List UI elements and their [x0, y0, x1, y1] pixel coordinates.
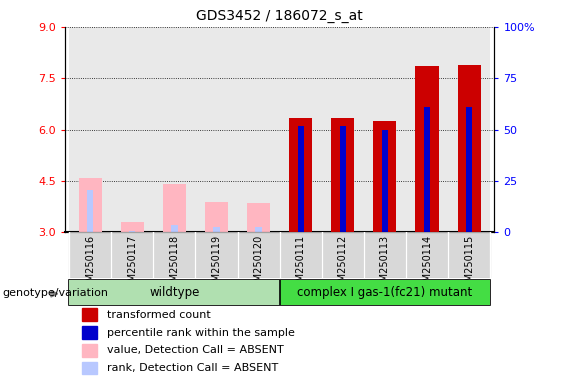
Text: GSM250117: GSM250117 — [127, 235, 137, 294]
Text: value, Detection Call = ABSENT: value, Detection Call = ABSENT — [107, 345, 284, 355]
Text: genotype/variation: genotype/variation — [3, 288, 109, 298]
Text: GSM250116: GSM250116 — [85, 235, 95, 294]
Bar — [448, 27, 490, 232]
Bar — [424, 108, 430, 232]
Bar — [195, 232, 237, 278]
Text: GSM250118: GSM250118 — [170, 235, 180, 294]
Text: GSM250112: GSM250112 — [338, 235, 348, 294]
Bar — [322, 232, 364, 278]
Text: GSM250119: GSM250119 — [211, 235, 221, 294]
Bar — [280, 280, 490, 305]
Bar — [214, 227, 220, 232]
Bar — [111, 232, 153, 278]
Bar — [111, 27, 153, 232]
Bar — [255, 227, 262, 232]
Bar — [171, 225, 177, 232]
Bar — [331, 118, 354, 232]
Bar — [205, 202, 228, 232]
Bar — [153, 27, 195, 232]
Text: wildtype: wildtype — [149, 286, 199, 299]
Text: GSM250115: GSM250115 — [464, 235, 474, 294]
Bar — [69, 27, 111, 232]
Bar — [322, 27, 364, 232]
Bar — [406, 232, 448, 278]
Bar — [153, 232, 195, 278]
Bar — [364, 27, 406, 232]
Bar — [448, 232, 490, 278]
Bar — [237, 27, 280, 232]
Bar — [69, 232, 111, 278]
Bar — [466, 108, 472, 232]
Bar — [163, 184, 186, 232]
Bar — [87, 190, 93, 232]
Bar — [289, 118, 312, 232]
Bar — [382, 130, 388, 232]
Bar — [280, 27, 322, 232]
Bar — [406, 27, 448, 232]
Text: transformed count: transformed count — [107, 310, 211, 320]
Bar — [82, 308, 97, 321]
Bar — [298, 126, 304, 232]
Bar — [458, 65, 481, 232]
Bar — [129, 231, 136, 232]
Text: complex I gas-1(fc21) mutant: complex I gas-1(fc21) mutant — [297, 286, 472, 299]
Bar — [415, 66, 438, 232]
Bar — [79, 177, 102, 232]
Bar — [121, 222, 144, 232]
Bar — [69, 280, 280, 305]
Bar — [82, 344, 97, 357]
Bar — [280, 232, 322, 278]
Text: GSM250113: GSM250113 — [380, 235, 390, 294]
Title: GDS3452 / 186072_s_at: GDS3452 / 186072_s_at — [196, 9, 363, 23]
Bar — [82, 362, 97, 374]
Bar — [237, 232, 280, 278]
Text: percentile rank within the sample: percentile rank within the sample — [107, 328, 295, 338]
Bar — [364, 232, 406, 278]
Bar — [195, 27, 237, 232]
Text: GSM250114: GSM250114 — [422, 235, 432, 294]
Text: rank, Detection Call = ABSENT: rank, Detection Call = ABSENT — [107, 363, 278, 373]
Text: GSM250120: GSM250120 — [254, 235, 264, 294]
Bar — [373, 121, 397, 232]
Bar — [247, 203, 270, 232]
Text: GSM250111: GSM250111 — [295, 235, 306, 294]
Bar — [82, 326, 97, 339]
Bar — [340, 126, 346, 232]
